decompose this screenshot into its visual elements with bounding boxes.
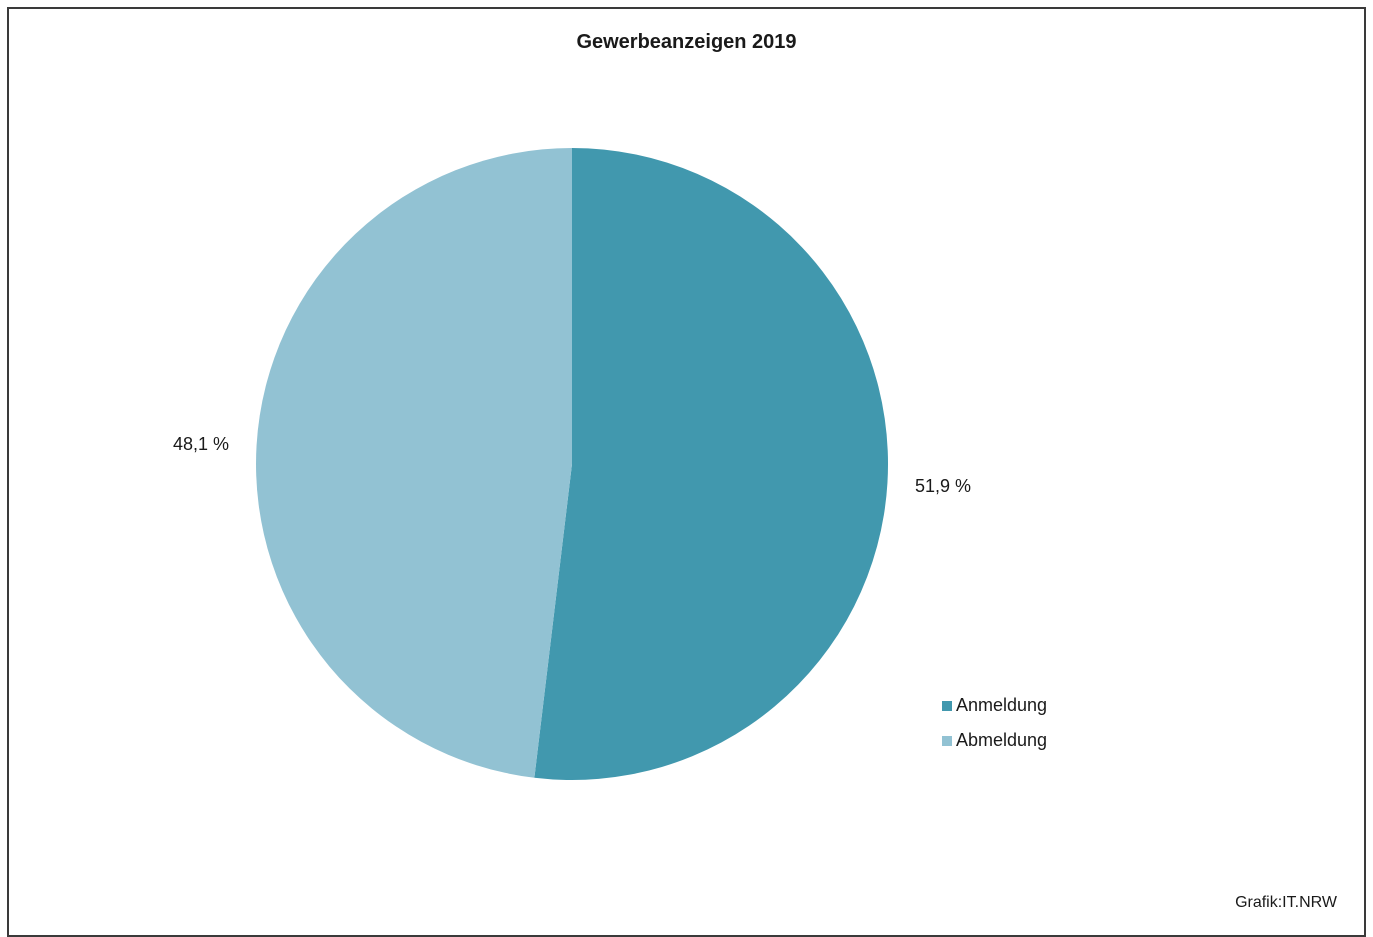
legend-swatch-abmeldung [942, 735, 952, 746]
pie-slice-abmeldung [256, 148, 572, 778]
data-label-abmeldung: 48,1 % [173, 434, 229, 454]
legend-item-anmeldung: Anmeldung [942, 688, 1047, 723]
pie-data-labels: 51,9 % 48,1 % [173, 434, 971, 496]
legend-swatch-anmeldung [942, 700, 952, 711]
legend: Anmeldung Abmeldung [942, 688, 1047, 758]
pie-slices [256, 148, 889, 780]
data-label-anmeldung: 51,9 % [915, 476, 971, 496]
pie-slice-anmeldung [534, 148, 889, 780]
legend-label-abmeldung: Abmeldung [956, 730, 1048, 750]
chart-title: Gewerbeanzeigen 2019 [576, 31, 797, 53]
legend-item-abmeldung: Abmeldung [942, 723, 1047, 758]
legend-label-anmeldung: Anmeldung [956, 695, 1048, 715]
chart-credit: Grafik:IT.NRW [1235, 894, 1337, 911]
